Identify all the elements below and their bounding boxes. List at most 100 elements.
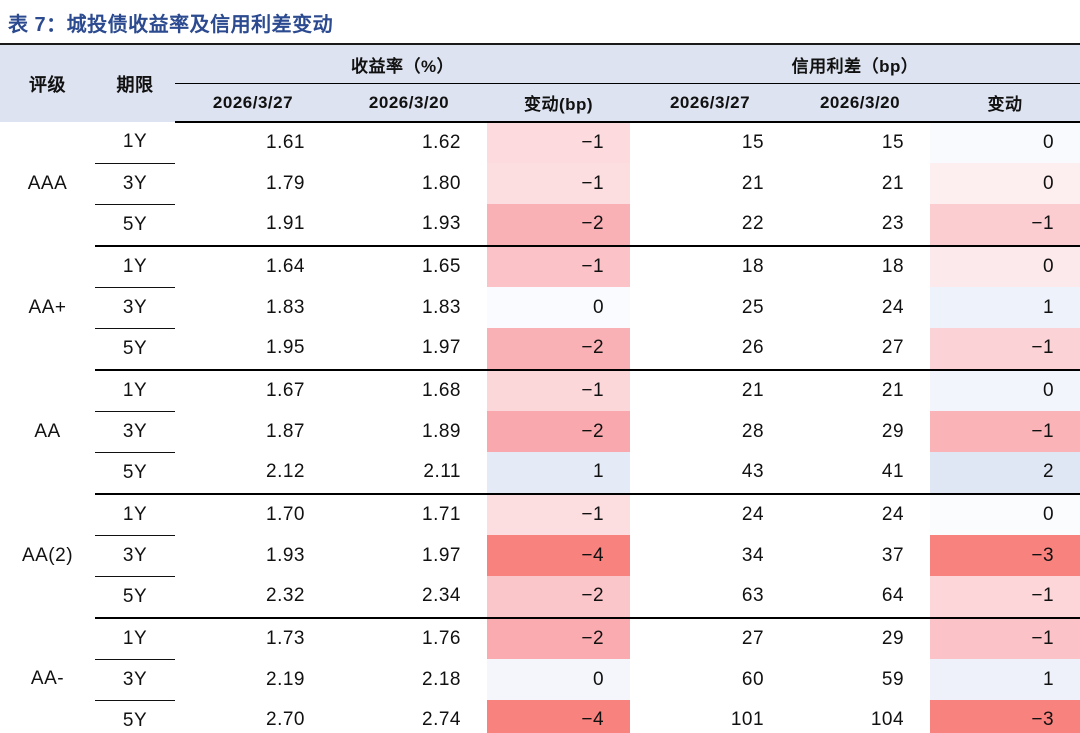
spread-date1-header: 2026/3/27 <box>630 83 791 123</box>
yield-prev-cell: 1.93 <box>331 204 487 247</box>
yield-change-cell: −2 <box>487 411 631 452</box>
yield-prev-cell: 1.97 <box>422 544 461 566</box>
table-row: AAA 1Y 1.61 1.62 −1 15 15 0 <box>0 122 1080 194</box>
spread-prev-cell: 24 <box>881 503 905 525</box>
term-cell: 1Y <box>95 122 175 164</box>
table-row: AA+ 1Y 1.64 1.65 −1 18 18 0 <box>0 245 1080 318</box>
spread-current-cell: 28 <box>741 420 765 442</box>
spread-prev-cell: 104 <box>870 709 905 731</box>
table-row: 3Y 1.83 1.83 0 25 24 1 <box>0 287 1080 329</box>
yield-prev-cell: 1.71 <box>422 503 461 525</box>
spread-prev-cell: 59 <box>881 668 905 690</box>
term-cell: 1Y <box>95 369 175 412</box>
table-row: 5Y 2.32 2.34 −2 63 64 −1 <box>0 576 1080 619</box>
yield-change-header: 变动(bp) <box>487 83 631 123</box>
yield-prev-cell: 1.83 <box>422 296 461 318</box>
rating-cell: AAA <box>27 172 68 194</box>
yield-prev-cell: 2.11 <box>331 452 487 495</box>
spread-change-cell: −1 <box>930 617 1080 659</box>
spread-group-header: 信用利差（bp） <box>630 45 1080 84</box>
yield-current-cell: 2.12 <box>175 452 331 495</box>
table-row: 3Y 1.87 1.89 −2 28 29 −1 <box>0 411 1080 453</box>
yield-current-cell: 1.87 <box>266 420 305 442</box>
table-row: 3Y 1.93 1.97 −4 34 37 −3 <box>0 535 1080 577</box>
yield-prev-cell: 1.62 <box>422 132 461 153</box>
yield-change-cell: 1 <box>487 452 631 495</box>
rating-column-header: 评级 <box>0 45 95 122</box>
spread-date2-header: 2026/3/20 <box>790 83 931 123</box>
yield-date2-header: 2026/3/20 <box>331 83 487 123</box>
spread-change-cell: 0 <box>930 122 1080 163</box>
yield-change-cell: −2 <box>487 204 631 247</box>
spread-current-cell: 26 <box>630 328 791 371</box>
yield-group-header: 收益率（%） <box>175 45 631 84</box>
table-row: 5Y 2.70 2.74 −4 101 104 −3 <box>0 700 1080 733</box>
table-header: 评级 期限 收益率（%） 信用利差（bp） 2026/3/27 2026/3/2… <box>0 45 1080 123</box>
spread-prev-cell: 15 <box>881 132 905 153</box>
spread-prev-cell: 23 <box>790 204 931 247</box>
table-row: 3Y 2.19 2.18 0 60 59 1 <box>0 659 1080 701</box>
yield-change-cell: −1 <box>487 163 631 204</box>
yield-prev-cell: 1.97 <box>331 328 487 371</box>
yield-current-cell: 1.61 <box>266 132 305 153</box>
yield-change-cell: 0 <box>487 287 631 328</box>
yield-current-cell: 2.70 <box>266 709 305 731</box>
yield-current-cell: 2.19 <box>266 668 305 690</box>
table-body: AAA 1Y 1.61 1.62 −1 15 15 0 3Y 1.79 1.80… <box>0 122 1080 733</box>
spread-current-cell: 60 <box>741 668 765 690</box>
spread-change-cell: 1 <box>930 659 1080 700</box>
table-row: AA(2) 1Y 1.70 1.71 −1 24 24 0 <box>0 493 1080 566</box>
spread-prev-cell: 41 <box>790 452 931 495</box>
spread-current-cell: 101 <box>730 709 765 731</box>
yield-change-cell: −2 <box>487 328 631 371</box>
rating-cell: AA(2) <box>21 544 74 566</box>
term-cell: 3Y <box>95 163 175 205</box>
title-divider <box>0 43 1080 45</box>
yield-current-cell: 1.73 <box>266 627 305 649</box>
yield-prev-cell: 1.76 <box>422 627 461 649</box>
yield-change-cell: −1 <box>487 122 631 163</box>
spread-change-cell: 2 <box>930 452 1080 495</box>
spread-current-cell: 27 <box>741 627 765 649</box>
yield-prev-cell: 1.80 <box>422 172 461 194</box>
spread-change-cell: −1 <box>930 411 1080 452</box>
table-row: AA 1Y 1.67 1.68 −1 21 21 0 <box>0 369 1080 442</box>
term-cell: 3Y <box>95 287 175 329</box>
spread-change-header: 变动 <box>930 83 1080 123</box>
spread-change-cell: −1 <box>930 204 1080 247</box>
yield-change-cell: −1 <box>487 493 631 535</box>
spread-prev-cell: 21 <box>881 172 905 194</box>
rating-cell: AA+ <box>28 296 67 318</box>
spread-current-cell: 22 <box>630 204 791 247</box>
yield-change-cell: −2 <box>487 576 631 619</box>
rating-cell: AA- <box>30 668 65 689</box>
spread-prev-cell: 64 <box>790 576 931 619</box>
spread-prev-cell: 37 <box>881 544 905 566</box>
spread-prev-cell: 27 <box>790 328 931 371</box>
yield-change-cell: −1 <box>487 245 631 287</box>
term-cell: 1Y <box>95 617 175 660</box>
term-cell: 3Y <box>95 659 175 701</box>
yield-prev-cell: 2.18 <box>422 668 461 690</box>
group-header-row: 评级 期限 收益率（%） 信用利差（bp） <box>0 45 1080 122</box>
yield-current-cell: 1.83 <box>266 296 305 318</box>
spread-current-cell: 18 <box>741 255 765 277</box>
spread-change-cell: 0 <box>930 163 1080 204</box>
spread-change-cell: 0 <box>930 245 1080 287</box>
spread-change-cell: 0 <box>930 369 1080 411</box>
spread-current-cell: 15 <box>741 132 765 153</box>
bond-yield-spread-table: 评级 期限 收益率（%） 信用利差（bp） 2026/3/27 2026/3/2… <box>0 45 1080 733</box>
term-cell: 3Y <box>95 411 175 453</box>
spread-change-cell: 1 <box>930 287 1080 328</box>
spread-prev-cell: 29 <box>881 627 905 649</box>
yield-prev-cell: 2.34 <box>331 576 487 619</box>
yield-prev-cell: 1.89 <box>422 420 461 442</box>
spread-current-cell: 43 <box>630 452 791 495</box>
table-row: 5Y 1.95 1.97 −2 26 27 −1 <box>0 328 1080 371</box>
term-column-header: 期限 <box>95 45 175 122</box>
yield-current-cell: 1.64 <box>266 255 305 277</box>
yield-change-cell: −1 <box>487 369 631 411</box>
yield-current-cell: 1.79 <box>266 172 305 194</box>
spread-change-cell: −1 <box>930 576 1080 619</box>
